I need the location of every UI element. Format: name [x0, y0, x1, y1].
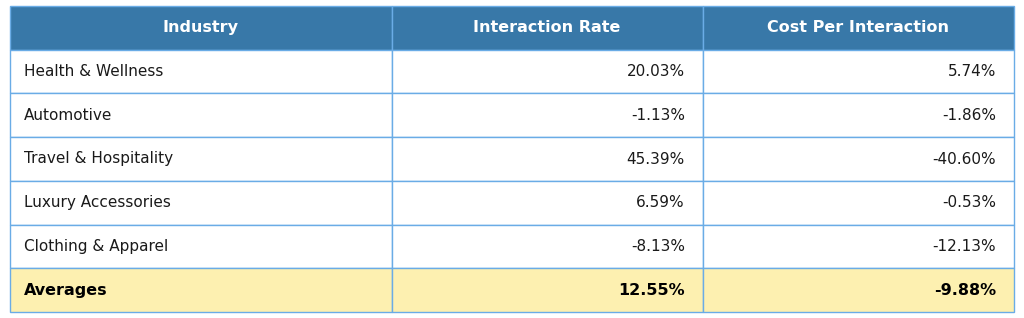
Text: 45.39%: 45.39% — [627, 151, 685, 167]
Text: 6.59%: 6.59% — [636, 195, 685, 210]
Bar — [10, 93, 391, 137]
Text: Luxury Accessories: Luxury Accessories — [24, 195, 171, 210]
Bar — [10, 225, 391, 268]
Text: 5.74%: 5.74% — [947, 64, 996, 79]
Text: Averages: Averages — [24, 283, 108, 298]
Bar — [391, 93, 702, 137]
Bar — [391, 225, 702, 268]
Text: -40.60%: -40.60% — [933, 151, 996, 167]
Text: Clothing & Apparel: Clothing & Apparel — [24, 239, 168, 254]
Bar — [391, 181, 702, 225]
Bar — [702, 6, 1014, 50]
Bar — [10, 268, 391, 312]
Bar — [10, 50, 391, 93]
Text: -8.13%: -8.13% — [631, 239, 685, 254]
Text: Travel & Hospitality: Travel & Hospitality — [24, 151, 173, 167]
Text: -1.13%: -1.13% — [631, 108, 685, 123]
Bar — [702, 137, 1014, 181]
Text: -12.13%: -12.13% — [933, 239, 996, 254]
Text: Industry: Industry — [163, 20, 239, 35]
Bar — [391, 50, 702, 93]
Bar — [702, 93, 1014, 137]
Text: Cost Per Interaction: Cost Per Interaction — [767, 20, 949, 35]
Text: 12.55%: 12.55% — [618, 283, 685, 298]
Bar — [391, 268, 702, 312]
Bar — [702, 181, 1014, 225]
Text: -9.88%: -9.88% — [934, 283, 996, 298]
Text: Automotive: Automotive — [24, 108, 113, 123]
Text: 20.03%: 20.03% — [627, 64, 685, 79]
Text: -1.86%: -1.86% — [942, 108, 996, 123]
Bar — [10, 137, 391, 181]
Bar — [702, 50, 1014, 93]
Bar — [391, 137, 702, 181]
Bar — [10, 181, 391, 225]
Bar — [10, 6, 391, 50]
Text: Health & Wellness: Health & Wellness — [24, 64, 164, 79]
Bar — [702, 225, 1014, 268]
Text: Interaction Rate: Interaction Rate — [473, 20, 621, 35]
Bar — [391, 6, 702, 50]
Bar — [702, 268, 1014, 312]
Text: -0.53%: -0.53% — [942, 195, 996, 210]
